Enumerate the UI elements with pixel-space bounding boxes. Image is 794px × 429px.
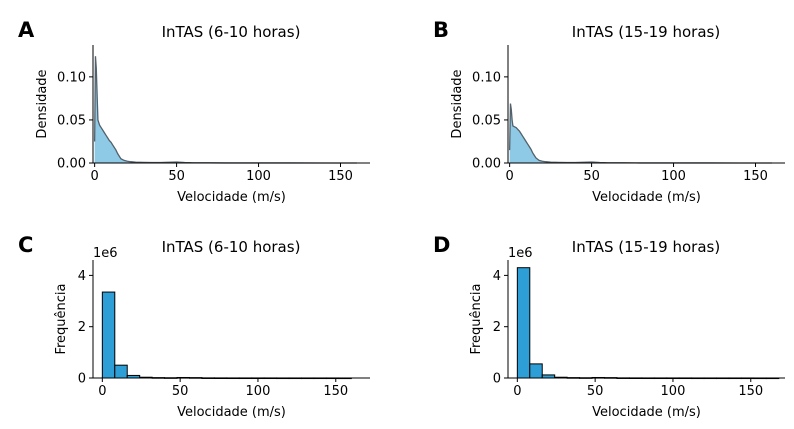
panel-b-x-axis-label: Velocidade (m/s) [592, 190, 701, 205]
panel-c-title: InTAS (6-10 horas) [162, 238, 301, 256]
panel-c-plot: 1e6 0 50 100 150 0 2 4 Velocidade (m/s) Frequênci… [54, 246, 370, 420]
panel-b-x-tick-label: 150 [743, 169, 768, 184]
panel-b-density-area [509, 103, 772, 163]
panel-d-plot: 1e6 0 50 100 150 0 2 4 Velocidade (m/s) Frequênci… [469, 246, 785, 420]
panel-d-y-tick-label: 2 [493, 320, 501, 335]
panel-a-x-axis-label: Velocidade (m/s) [177, 190, 286, 205]
panel-a-x-tick-label: 150 [328, 169, 353, 184]
panel-d-histogram-bar [529, 363, 543, 379]
panel-d-y-axis-label: Frequência [469, 283, 484, 354]
panel-b-y-tick-label: 0.05 [472, 113, 501, 128]
panel-a-title: InTAS (6-10 horas) [162, 23, 301, 41]
panel-d-title: InTAS (15-19 horas) [572, 238, 720, 256]
panel-c-x-tick-label: 100 [246, 384, 271, 399]
panel-c-x-tick-label: 50 [172, 384, 189, 399]
panel-b-plot: 0 50 100 150 0.00 0.05 0.10 Velocidade (m/s) Den… [450, 45, 785, 205]
panel-c: C InTAS (6-10 horas) 1e6 0 50 100 150 0 2 4 Velo… [18, 233, 370, 420]
panel-c-histogram-bar [101, 291, 116, 379]
panel-d-y-tick-label: 4 [493, 269, 501, 284]
panel-d-x-tick-label: 150 [738, 384, 763, 399]
panel-a-y-tick-label: 0.10 [57, 70, 86, 85]
panel-c-offset-label: 1e6 [93, 246, 118, 261]
panel-a-x-tick-label: 50 [168, 169, 185, 184]
panel-a-density-line [93, 56, 357, 164]
panel-b-title: InTAS (15-19 horas) [572, 23, 720, 41]
panel-a-x-tick-label: 0 [90, 169, 98, 184]
panel-a-plot: 0 50 100 150 0.00 0.05 0.10 Velocidade (m/s) Den… [35, 45, 370, 205]
panel-letter-d: D [433, 233, 450, 257]
panel-c-histogram-bar [114, 364, 128, 379]
panel-b-y-tick-label: 0.10 [472, 70, 501, 85]
panel-c-x-tick-label: 150 [323, 384, 348, 399]
panel-a-y-axis-label: Densidade [35, 69, 50, 138]
panel-b-x-tick-label: 100 [661, 169, 686, 184]
panel-d-x-axis-label: Velocidade (m/s) [592, 405, 701, 420]
panel-d-x-tick-label: 0 [513, 384, 521, 399]
panel-a: A InTAS (6-10 horas) 0 50 100 150 0.00 0.05 0.… [18, 18, 370, 205]
panel-a-density-area [94, 56, 357, 163]
panel-b-y-tick-label: 0.00 [472, 157, 501, 172]
panel-b-x-tick-label: 50 [583, 169, 600, 184]
panel-d-histogram-bar [516, 267, 531, 379]
panel-d-x-tick-label: 50 [587, 384, 604, 399]
panel-c-y-tick-label: 4 [78, 269, 86, 284]
panel-d: D InTAS (15-19 horas) 1e6 0 50 100 150 0 2 4 Vel… [433, 233, 785, 420]
panel-d-y-tick-label: 0 [493, 372, 501, 387]
panel-c-y-tick-label: 0 [78, 372, 86, 387]
panel-d-offset-label: 1e6 [508, 246, 533, 261]
panel-letter-b: B [433, 18, 449, 42]
panel-c-y-axis-label: Frequência [54, 283, 69, 354]
panel-b-y-axis-label: Densidade [450, 69, 465, 138]
panel-c-y-tick-label: 2 [78, 320, 86, 335]
panel-c-x-tick-label: 0 [98, 384, 106, 399]
panel-b: B InTAS (15-19 horas) 0 50 100 1500.000.050… [433, 18, 785, 205]
panel-a-y-tick-label: 0.05 [57, 113, 86, 128]
panel-b-x-tick-label: 0 [505, 169, 513, 184]
panel-a-y-tick-label: 0.00 [57, 157, 86, 172]
panel-letter-c: C [18, 233, 33, 257]
panel-c-x-axis-label: Velocidade (m/s) [177, 405, 286, 420]
panel-a-x-tick-label: 100 [246, 169, 271, 184]
panel-b-density-line [508, 103, 772, 164]
panel-letter-a: A [18, 18, 35, 42]
panel-d-x-tick-label: 100 [661, 384, 686, 399]
